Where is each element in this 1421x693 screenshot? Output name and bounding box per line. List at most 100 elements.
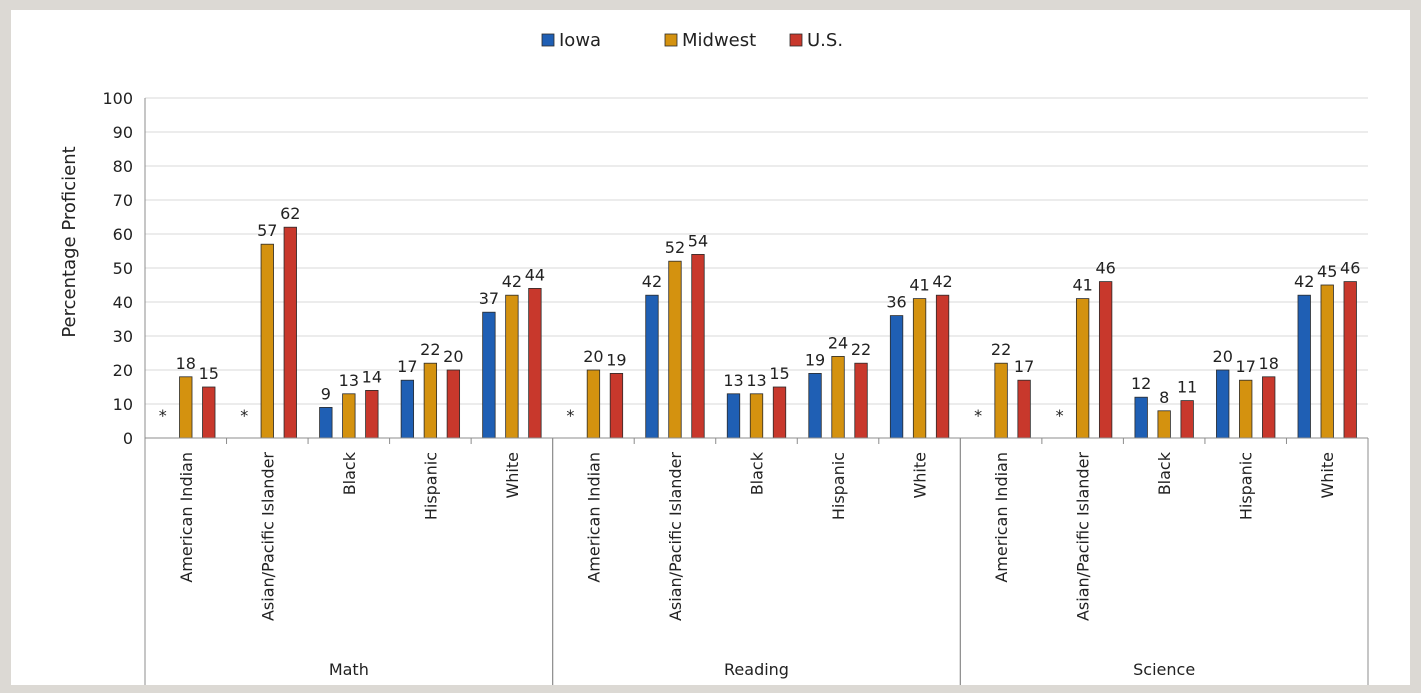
- x-tick-label: White: [911, 452, 930, 499]
- data-label: 22: [420, 340, 440, 359]
- bar-science-hispanic-midwest: [1239, 379, 1253, 439]
- data-label: 12: [1131, 374, 1151, 393]
- data-label: 13: [723, 371, 743, 390]
- bar-reading-white-midwest: [912, 298, 927, 439]
- x-tick-label: Hispanic: [421, 452, 440, 520]
- data-label: 52: [665, 238, 685, 257]
- x-tick-label: White: [503, 452, 522, 499]
- y-axis-label: Percentage Proficient: [59, 146, 80, 337]
- bar-reading-asian-pacific-islander-u-s: [691, 253, 705, 439]
- data-label: 20: [443, 347, 463, 366]
- missing-data-marker: *: [1056, 406, 1064, 425]
- bar-math-hispanic-midwest: [423, 362, 438, 439]
- chart-frame: Iowa Midwest U.S. 0 10 20 30 40 50 60 70 80 90 100 P…: [11, 10, 1410, 685]
- data-label: 17: [397, 357, 417, 376]
- data-label: 57: [257, 221, 277, 240]
- x-tick-label: Black: [1155, 451, 1174, 495]
- bar-science-black-midwest: [1157, 410, 1171, 439]
- data-label: 37: [479, 289, 499, 308]
- data-label: 15: [769, 364, 789, 383]
- data-label: 15: [199, 364, 219, 383]
- legend-swatch-midwest: [664, 33, 678, 47]
- bar-math-american-indian-u-s: [202, 386, 216, 439]
- data-label: 22: [991, 340, 1011, 359]
- legend-label-u-s: U.S.: [807, 30, 843, 51]
- legend-label-iowa: Iowa: [559, 30, 601, 51]
- bar-reading-hispanic-iowa: [808, 372, 822, 439]
- bar-reading-american-indian-midwest: [586, 369, 601, 439]
- bar-math-black-midwest: [342, 393, 356, 439]
- data-label: 42: [502, 272, 522, 291]
- y-tick-label: 20: [113, 361, 133, 380]
- bar-reading-hispanic-u-s: [854, 362, 868, 439]
- x-tick-label: White: [1318, 452, 1337, 499]
- legend-swatch-u-s: [789, 33, 803, 47]
- bar-science-american-indian-u-s: [1017, 379, 1031, 439]
- bar-math-white-iowa: [482, 311, 496, 439]
- data-label: 8: [1159, 388, 1169, 407]
- data-label: 22: [851, 340, 871, 359]
- bar-math-white-midwest: [505, 294, 519, 439]
- data-label: 44: [525, 265, 545, 284]
- bar-chart: Iowa Midwest U.S. 0 10 20 30 40 50 60 70 80 90 100 P…: [59, 30, 1369, 685]
- data-label: 17: [1014, 357, 1034, 376]
- data-label: 20: [1213, 347, 1233, 366]
- y-tick-label: 70: [113, 191, 133, 210]
- data-label: 41: [1072, 276, 1092, 295]
- x-tick-label: Black: [340, 451, 359, 495]
- data-label: 45: [1317, 262, 1337, 281]
- y-tick-label: 0: [123, 429, 133, 448]
- group-label: Math: [329, 660, 369, 679]
- data-label: 17: [1236, 357, 1256, 376]
- bar-reading-hispanic-midwest: [831, 355, 845, 439]
- bar-math-hispanic-u-s: [446, 369, 461, 439]
- bar-science-black-u-s: [1180, 400, 1194, 439]
- data-label: 19: [805, 350, 825, 369]
- gridlines: [145, 97, 1368, 405]
- bar-math-black-u-s: [365, 389, 379, 439]
- bar-reading-black-u-s: [772, 386, 787, 439]
- x-tick-label: Hispanic: [1237, 452, 1256, 520]
- bar-math-white-u-s: [528, 287, 542, 439]
- bar-science-hispanic-iowa: [1216, 369, 1230, 439]
- y-tick-label: 100: [102, 89, 133, 108]
- y-tick-label: 10: [113, 395, 133, 414]
- y-tick-label: 60: [113, 225, 133, 244]
- data-label: 24: [828, 333, 848, 352]
- bar-science-american-indian-midwest: [994, 362, 1008, 439]
- x-tick-label: American Indian: [584, 452, 603, 583]
- data-label: 46: [1095, 259, 1115, 278]
- data-label: 20: [583, 347, 603, 366]
- data-label: 18: [176, 354, 196, 373]
- y-tick-label: 30: [113, 327, 133, 346]
- bar-math-hispanic-iowa: [400, 379, 415, 439]
- data-label: 13: [746, 371, 766, 390]
- data-label: 62: [280, 204, 300, 223]
- bar-math-asian-pacific-islander-u-s: [283, 226, 297, 439]
- bar-reading-american-indian-u-s: [609, 372, 624, 439]
- data-label: 36: [886, 293, 906, 312]
- y-axis: 0 10 20 30 40 50 60 70 80 90 100: [102, 89, 146, 448]
- bar-science-asian-pacific-islander-midwest: [1075, 298, 1090, 439]
- x-tick-label: Asian/Pacific Islander: [1074, 452, 1093, 621]
- data-label: 42: [642, 272, 662, 291]
- bar-reading-asian-pacific-islander-midwest: [668, 260, 682, 439]
- group-label: Science: [1133, 660, 1195, 679]
- bar-science-white-midwest: [1320, 284, 1334, 439]
- bar-math-american-indian-midwest: [179, 376, 193, 439]
- bar-reading-white-iowa: [889, 315, 904, 439]
- legend: Iowa Midwest U.S.: [541, 30, 843, 51]
- legend-label-midwest: Midwest: [682, 30, 756, 51]
- bar-science-black-iowa: [1134, 396, 1148, 439]
- bar-math-asian-pacific-islander-midwest: [260, 243, 274, 439]
- x-tick-label: Asian/Pacific Islander: [666, 452, 685, 621]
- data-label: 54: [688, 231, 708, 250]
- data-label: 46: [1340, 259, 1360, 278]
- x-axis: American Indian Asian/Pacific Islander Bla…: [144, 437, 1369, 685]
- y-tick-label: 50: [113, 259, 133, 278]
- bar-reading-asian-pacific-islander-iowa: [645, 294, 659, 439]
- y-tick-label: 90: [113, 123, 133, 142]
- data-label: 41: [909, 276, 929, 295]
- y-tick-label: 80: [113, 157, 133, 176]
